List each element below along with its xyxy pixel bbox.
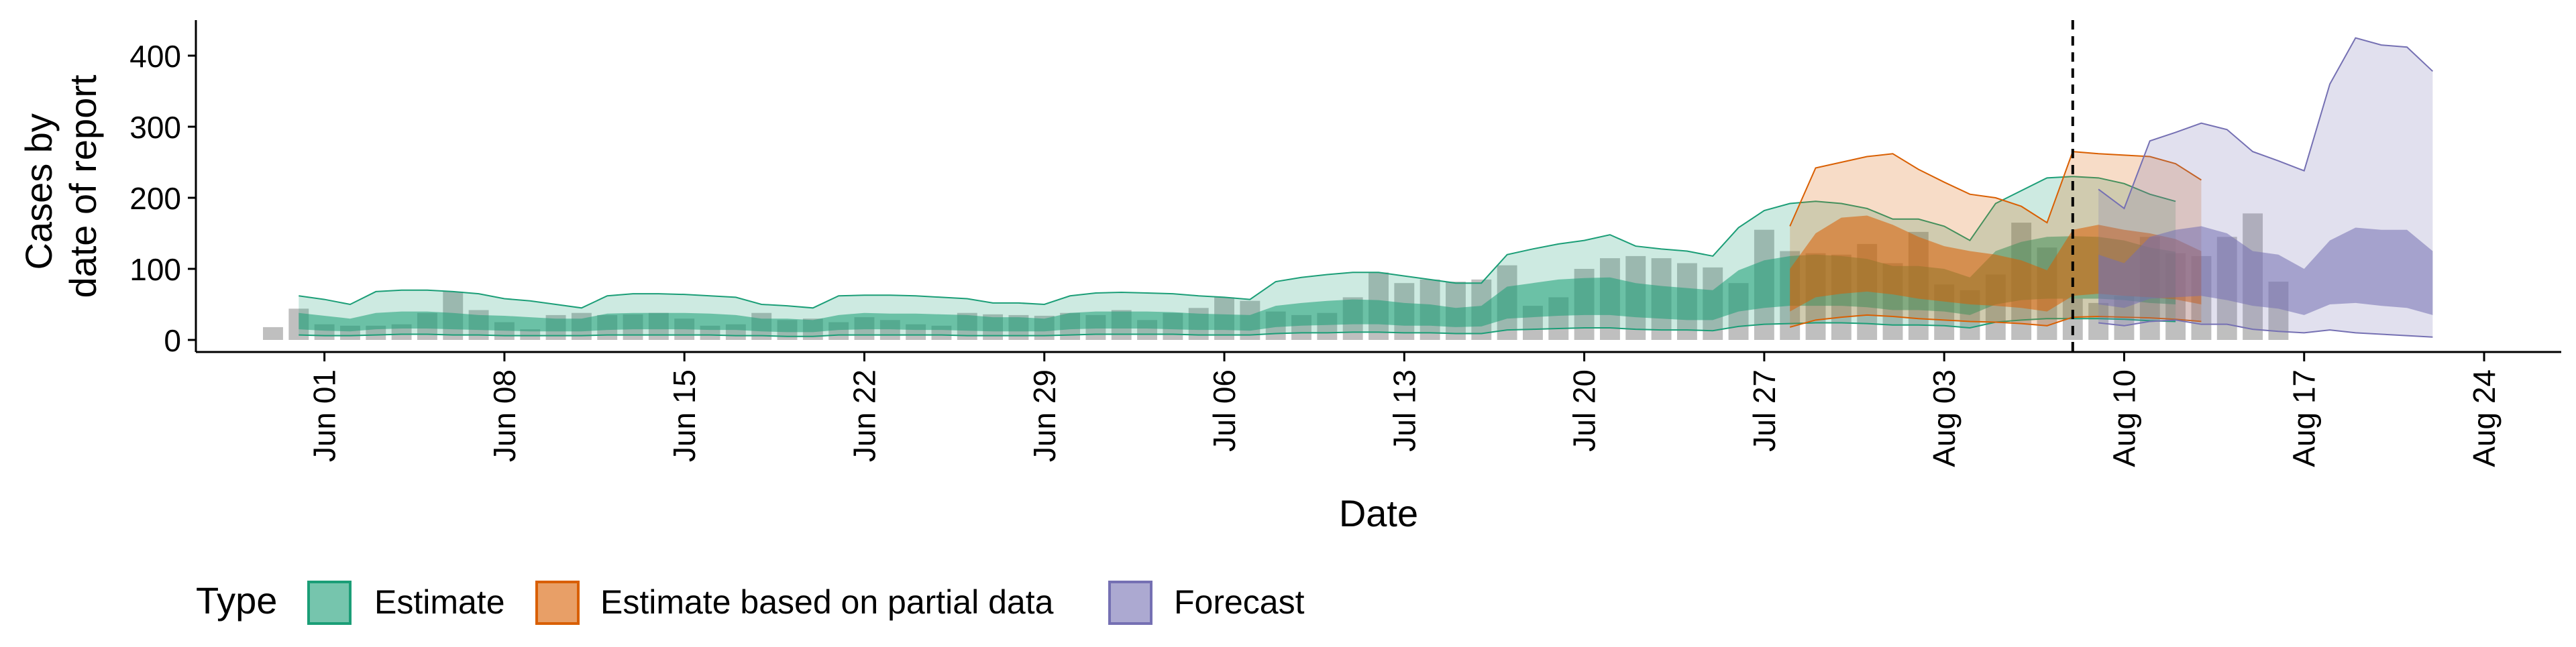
x-tick-label: Jul 27: [1747, 369, 1782, 452]
x-tick-label: Jun 29: [1027, 369, 1062, 462]
y-tick-label: 300: [129, 110, 181, 145]
x-tick-label: Aug 24: [2467, 369, 2502, 467]
inner-band: [2098, 226, 2433, 315]
outer-lower-line: [1789, 314, 2202, 328]
outer-upper-line: [2098, 37, 2434, 210]
x-tick-label: Jun 08: [487, 369, 522, 462]
x-tick-label: Jun 22: [847, 369, 881, 462]
series-1: [1789, 151, 2202, 328]
x-tick-label: Jul 06: [1207, 369, 1242, 452]
outer-upper-line: [1789, 151, 2202, 227]
legend-item-forecast: Forecast: [1108, 581, 1305, 625]
y-axis-title: Cases by date of report: [17, 74, 104, 298]
legend-label-estimate: Estimate: [374, 583, 505, 621]
legend-swatch-estimate: [307, 581, 352, 625]
observed-bar: [2088, 302, 2109, 340]
x-tick-label: Jul 13: [1387, 369, 1421, 452]
outer-lower-line: [2098, 319, 2433, 338]
inner-band: [299, 236, 2176, 333]
x-tick-label: Jul 20: [1567, 369, 1602, 452]
axes: [195, 20, 2561, 353]
legend-label-partial: Estimate based on partial data: [600, 583, 1054, 621]
y-tick-label: 0: [164, 323, 181, 358]
y-tick-label: 100: [129, 252, 181, 287]
observed-bar: [263, 327, 283, 340]
y-tick-label: 400: [129, 39, 181, 74]
x-tick-label: Aug 10: [2106, 369, 2141, 467]
legend-item-partial: Estimate based on partial data: [535, 581, 1054, 625]
legend-swatch-forecast: [1108, 581, 1152, 625]
y-axis-title-line-1: Cases by: [17, 113, 60, 270]
legend-item-estimate: Estimate: [307, 581, 505, 625]
x-tick-label: Aug 03: [1927, 369, 1962, 467]
legend-label-forecast: Forecast: [1174, 583, 1305, 621]
legend-swatch-partial: [535, 581, 580, 625]
legend: Type Estimate Estimate based on partial …: [196, 579, 1305, 625]
y-tick-label: 200: [129, 181, 181, 216]
x-axis-title: Date: [1339, 492, 1418, 534]
outer-upper-line: [299, 176, 2176, 309]
series-2: [2098, 37, 2434, 338]
estimate-bands: [299, 37, 2434, 338]
observed-bar: [520, 329, 541, 340]
y-ticks: 0 100 200 300 400: [129, 39, 196, 358]
x-tick-label: Aug 17: [2287, 369, 2322, 467]
x-tick-label: Jun 15: [667, 369, 702, 462]
x-ticks: Jun 01 Jun 08 Jun 15 Jun 22 Jun 29 Jul 06 Jul …: [307, 352, 2502, 467]
x-tick-label: Jun 01: [307, 369, 342, 462]
y-axis-title-line-2: date of report: [62, 74, 104, 298]
series-0: [299, 176, 2176, 337]
outer-lower-line: [299, 318, 2176, 337]
inner-band: [1790, 215, 2202, 312]
legend-title: Type: [196, 579, 277, 622]
